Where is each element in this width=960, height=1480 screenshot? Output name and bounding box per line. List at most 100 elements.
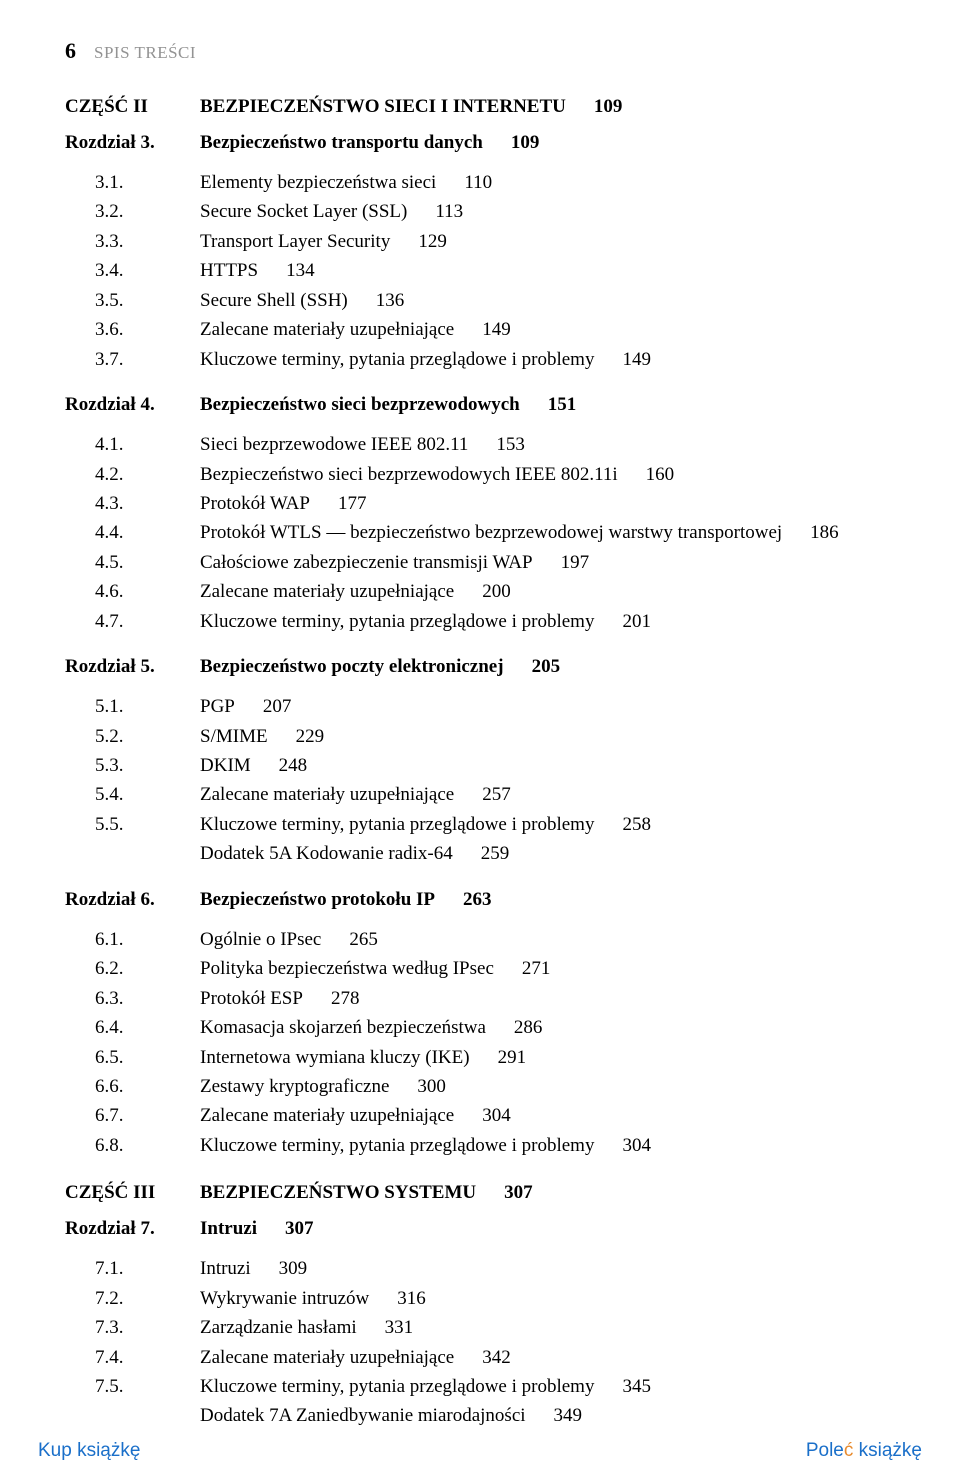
extra-title: Dodatek 5A Kodowanie radix-64259 (200, 839, 900, 868)
section-row: 6.1.Ogólnie o IPsec265 (65, 925, 900, 954)
section-row: 3.3.Transport Layer Security129 (65, 227, 900, 256)
page-number: 6 (65, 38, 76, 64)
page-ref: 153 (496, 434, 525, 455)
section-title: Kluczowe terminy, pytania przeglądowe i … (200, 1131, 900, 1160)
section-row: 7.3.Zarządzanie hasłami331 (65, 1313, 900, 1342)
section-title: Zarządzanie hasłami331 (200, 1313, 900, 1342)
page-ref: 149 (482, 319, 511, 340)
section-number: 6.1. (65, 925, 200, 954)
section-row: 3.6.Zalecane materiały uzupełniające149 (65, 315, 900, 344)
section-row: 6.8.Kluczowe terminy, pytania przeglądow… (65, 1131, 900, 1160)
section-number: 3.5. (65, 286, 200, 315)
part-row: CZĘŚĆ IIIBEZPIECZEŃSTWO SYSTEMU307 (65, 1182, 900, 1204)
part-label: CZĘŚĆ III (65, 1182, 200, 1204)
chapter-title: Bezpieczeństwo sieci bezprzewodowych151 (200, 394, 900, 416)
section-row: 4.3.Protokół WAP177 (65, 489, 900, 518)
section-title: Transport Layer Security129 (200, 227, 900, 256)
page-ref: 345 (622, 1376, 651, 1397)
page-ref: 316 (397, 1288, 426, 1309)
section-number: 4.7. (65, 607, 200, 636)
header-label: SPIS TREŚCI (94, 43, 196, 63)
page-ref: 304 (482, 1105, 511, 1126)
chapter-label: Rozdział 6. (65, 889, 200, 911)
section-title: Kluczowe terminy, pytania przeglądowe i … (200, 810, 900, 839)
section-number: 6.3. (65, 984, 200, 1013)
buy-book-link[interactable]: Kup książkę (38, 1440, 140, 1462)
part-label: CZĘŚĆ II (65, 96, 200, 118)
sections-block: 5.1.PGP2075.2.S/MIME2295.3.DKIM2485.4.Za… (65, 692, 900, 869)
page-ref: 197 (561, 552, 590, 573)
chapter-label: Rozdział 4. (65, 394, 200, 416)
section-row: 3.1.Elementy bezpieczeństwa sieci110 (65, 168, 900, 197)
section-title: Elementy bezpieczeństwa sieci110 (200, 168, 900, 197)
section-number: 7.5. (65, 1372, 200, 1401)
section-title: Bezpieczeństwo sieci bezprzewodowych IEE… (200, 460, 900, 489)
section-number: 5.4. (65, 780, 200, 809)
section-title: DKIM248 (200, 751, 900, 780)
chapter-title: Bezpieczeństwo poczty elektronicznej205 (200, 656, 900, 678)
section-title: Protokół ESP278 (200, 984, 900, 1013)
sections-block: 6.1.Ogólnie o IPsec2656.2.Polityka bezpi… (65, 925, 900, 1161)
chapter-row: Rozdział 5.Bezpieczeństwo poczty elektro… (65, 656, 900, 678)
page-ref: 134 (286, 260, 315, 281)
section-title: PGP207 (200, 692, 900, 721)
page-ref: 109 (511, 132, 540, 153)
section-title: Secure Shell (SSH)136 (200, 286, 900, 315)
section-number: 4.4. (65, 518, 200, 547)
recommend-book-link[interactable]: Poleć książkę (806, 1440, 922, 1462)
section-title: Ogólnie o IPsec265 (200, 925, 900, 954)
page-ref: 136 (376, 290, 405, 311)
section-number: 5.5. (65, 810, 200, 839)
page-ref: 291 (498, 1047, 527, 1068)
section-row: 7.1.Intruzi309 (65, 1254, 900, 1283)
section-row: 3.2.Secure Socket Layer (SSL)113 (65, 197, 900, 226)
section-row: 6.3.Protokół ESP278 (65, 984, 900, 1013)
page-ref: 205 (532, 656, 561, 677)
section-title: Kluczowe terminy, pytania przeglądowe i … (200, 1372, 900, 1401)
page-ref: 129 (418, 231, 447, 252)
section-row: 6.2.Polityka bezpieczeństwa według IPsec… (65, 954, 900, 983)
section-row: 4.4.Protokół WTLS — bezpieczeństwo bezpr… (65, 518, 900, 547)
section-row: 7.4.Zalecane materiały uzupełniające342 (65, 1343, 900, 1372)
chapter-title: Intruzi307 (200, 1218, 900, 1240)
sections-block: 7.1.Intruzi3097.2.Wykrywanie intruzów316… (65, 1254, 900, 1431)
page-ref: 200 (482, 581, 511, 602)
section-number: 6.2. (65, 954, 200, 983)
page-ref: 229 (296, 726, 325, 747)
chapter-label: Rozdział 3. (65, 132, 200, 154)
page-ref: 110 (464, 172, 492, 193)
section-row: 3.4.HTTPS134 (65, 256, 900, 285)
section-row: 6.6.Zestawy kryptograficzne300 (65, 1072, 900, 1101)
part-title: BEZPIECZEŃSTWO SYSTEMU307 (200, 1182, 900, 1204)
section-title: Zalecane materiały uzupełniające149 (200, 315, 900, 344)
section-number: 3.2. (65, 197, 200, 226)
section-number: 4.6. (65, 577, 200, 606)
section-row: 4.7.Kluczowe terminy, pytania przeglądow… (65, 607, 900, 636)
section-number: 7.4. (65, 1343, 200, 1372)
section-number: 3.1. (65, 168, 200, 197)
section-row: 4.1.Sieci bezprzewodowe IEEE 802.11153 (65, 430, 900, 459)
section-title: Sieci bezprzewodowe IEEE 802.11153 (200, 430, 900, 459)
page-ref: 263 (463, 889, 492, 910)
section-row: 7.5.Kluczowe terminy, pytania przeglądow… (65, 1372, 900, 1401)
section-row: 5.3.DKIM248 (65, 751, 900, 780)
section-title: Polityka bezpieczeństwa według IPsec271 (200, 954, 900, 983)
page-ref: 286 (514, 1017, 543, 1038)
section-row: 5.5.Kluczowe terminy, pytania przeglądow… (65, 810, 900, 839)
page-ref: 258 (622, 814, 651, 835)
section-row: 3.5.Secure Shell (SSH)136 (65, 286, 900, 315)
page-ref: 265 (349, 929, 378, 950)
section-title: Całościowe zabezpieczenie transmisji WAP… (200, 548, 900, 577)
section-number: 7.2. (65, 1284, 200, 1313)
section-row: 4.5.Całościowe zabezpieczenie transmisji… (65, 548, 900, 577)
chapter-row: Rozdział 4.Bezpieczeństwo sieci bezprzew… (65, 394, 900, 416)
section-row: 4.6.Zalecane materiały uzupełniające200 (65, 577, 900, 606)
section-row: 5.2.S/MIME229 (65, 722, 900, 751)
section-title: Kluczowe terminy, pytania przeglądowe i … (200, 345, 900, 374)
section-number: 6.5. (65, 1043, 200, 1072)
section-row: 7.2.Wykrywanie intruzów316 (65, 1284, 900, 1313)
section-number: 5.3. (65, 751, 200, 780)
chapter-row: Rozdział 7.Intruzi307 (65, 1218, 900, 1240)
page-ref: 160 (646, 464, 675, 485)
section-title: Kluczowe terminy, pytania przeglądowe i … (200, 607, 900, 636)
